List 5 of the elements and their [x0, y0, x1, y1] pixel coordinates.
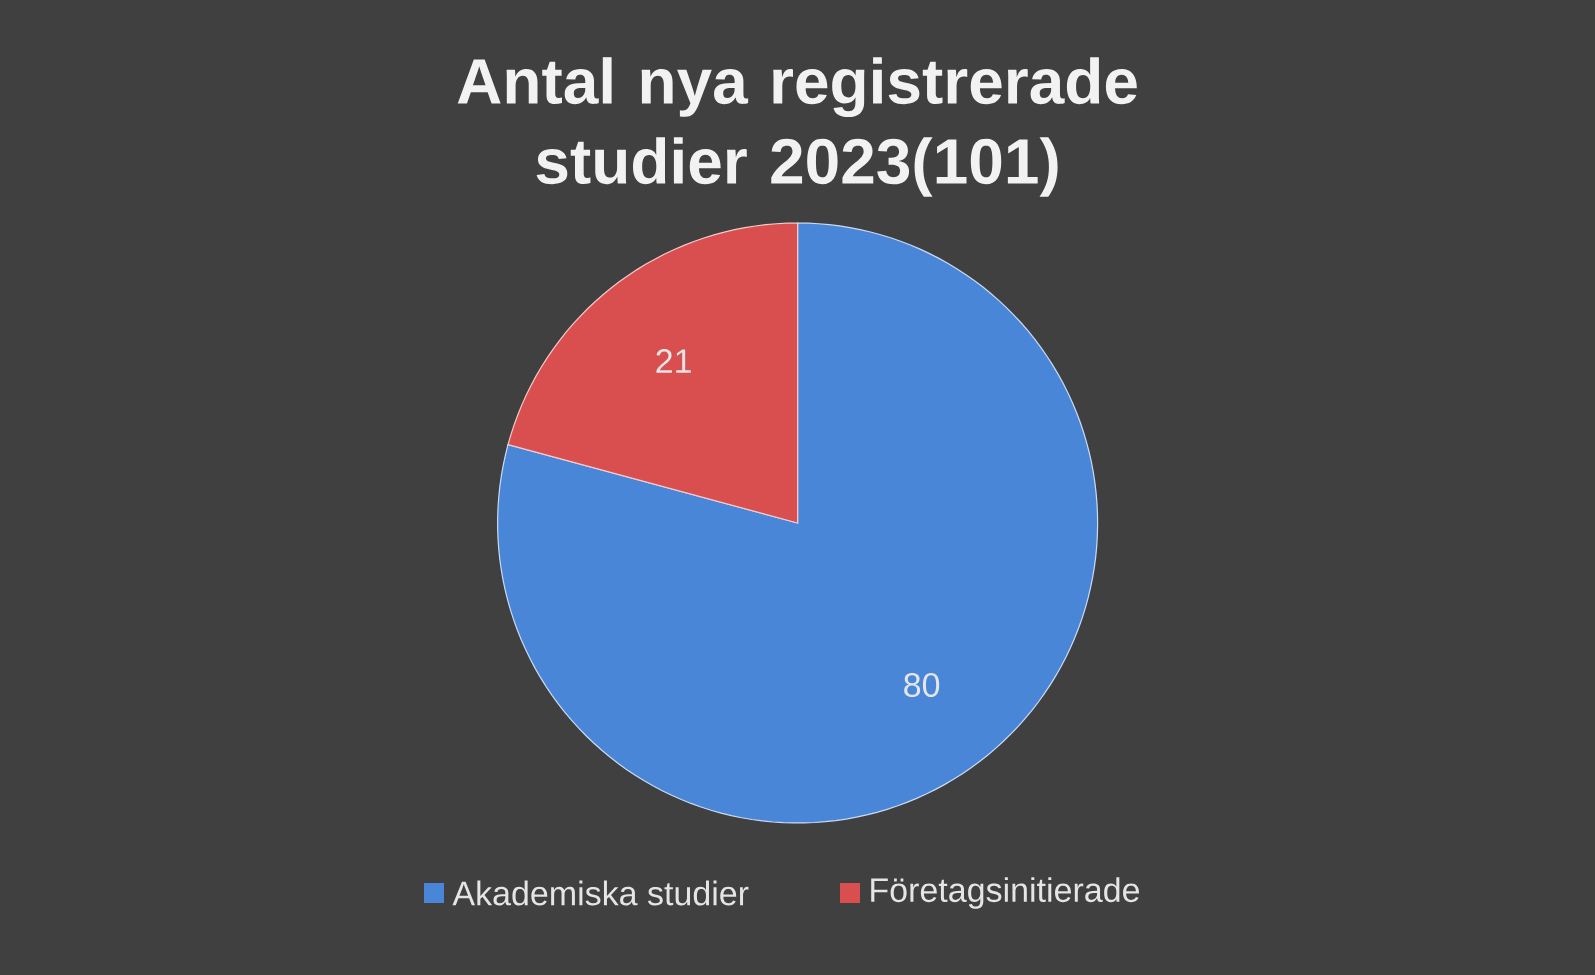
- data-label: 80: [904, 672, 940, 698]
- legend-label: Företagsinitierade: [871, 877, 1140, 909]
- legend-label: Akademiska studier: [452, 880, 749, 906]
- chart-title: Antal nya registrerade studier 2023(101): [457, 57, 1137, 197]
- data-label: 21: [656, 349, 691, 373]
